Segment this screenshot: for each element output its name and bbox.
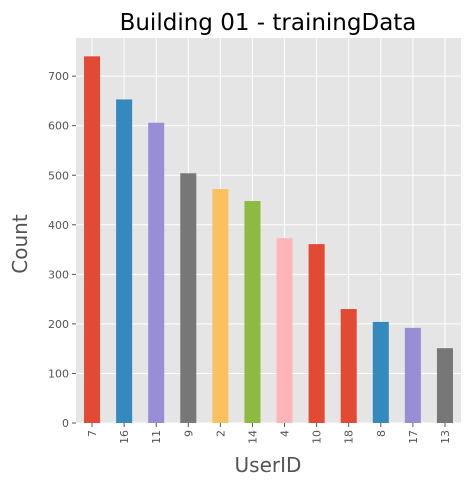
y-tick-label: 300 <box>48 268 69 281</box>
x-tick-label: 14 <box>246 430 259 444</box>
x-tick-label: 2 <box>214 430 227 437</box>
x-tick-label: 4 <box>279 430 292 437</box>
bar-userid-2 <box>212 189 229 423</box>
x-tick-label: 8 <box>375 430 388 437</box>
bar-userid-14 <box>244 201 261 423</box>
bar-userid-9 <box>180 173 197 423</box>
y-axis-label: Count <box>8 214 32 274</box>
chart-title: Building 01 - trainingData <box>120 10 417 36</box>
bar-userid-4 <box>276 238 293 423</box>
plot-area <box>76 38 461 423</box>
x-tick-label: 7 <box>86 430 99 437</box>
x-tick-label: 13 <box>439 430 452 444</box>
bar-userid-7 <box>84 56 101 423</box>
bar-userid-13 <box>436 348 453 423</box>
x-tick-label: 11 <box>150 430 163 444</box>
bar-userid-8 <box>372 321 389 423</box>
y-tick-label: 600 <box>48 120 69 133</box>
bar-userid-16 <box>116 99 133 424</box>
bar-userid-17 <box>404 327 421 423</box>
x-axis-ticks: 7 16 11 9 2 14 4 10 18 8 17 13 <box>86 423 452 444</box>
x-tick-label: 9 <box>182 430 195 437</box>
y-tick-label: 200 <box>48 318 69 331</box>
y-tick-label: 700 <box>48 70 69 83</box>
x-tick-label: 17 <box>407 430 420 444</box>
bar-userid-18 <box>340 309 357 423</box>
y-tick-label: 400 <box>48 219 69 232</box>
x-tick-label: 18 <box>343 430 356 444</box>
bars <box>84 56 453 424</box>
y-tick-label: 0 <box>62 417 69 430</box>
x-tick-label: 16 <box>118 430 131 444</box>
x-axis-label: UserID <box>235 453 302 477</box>
bar-userid-11 <box>148 122 165 423</box>
y-tick-label: 500 <box>48 169 69 182</box>
bar-userid-10 <box>308 244 325 423</box>
y-axis-ticks: 0 100 200 300 400 500 600 700 <box>48 70 76 430</box>
y-tick-label: 100 <box>48 367 69 380</box>
x-tick-label: 10 <box>311 430 324 444</box>
